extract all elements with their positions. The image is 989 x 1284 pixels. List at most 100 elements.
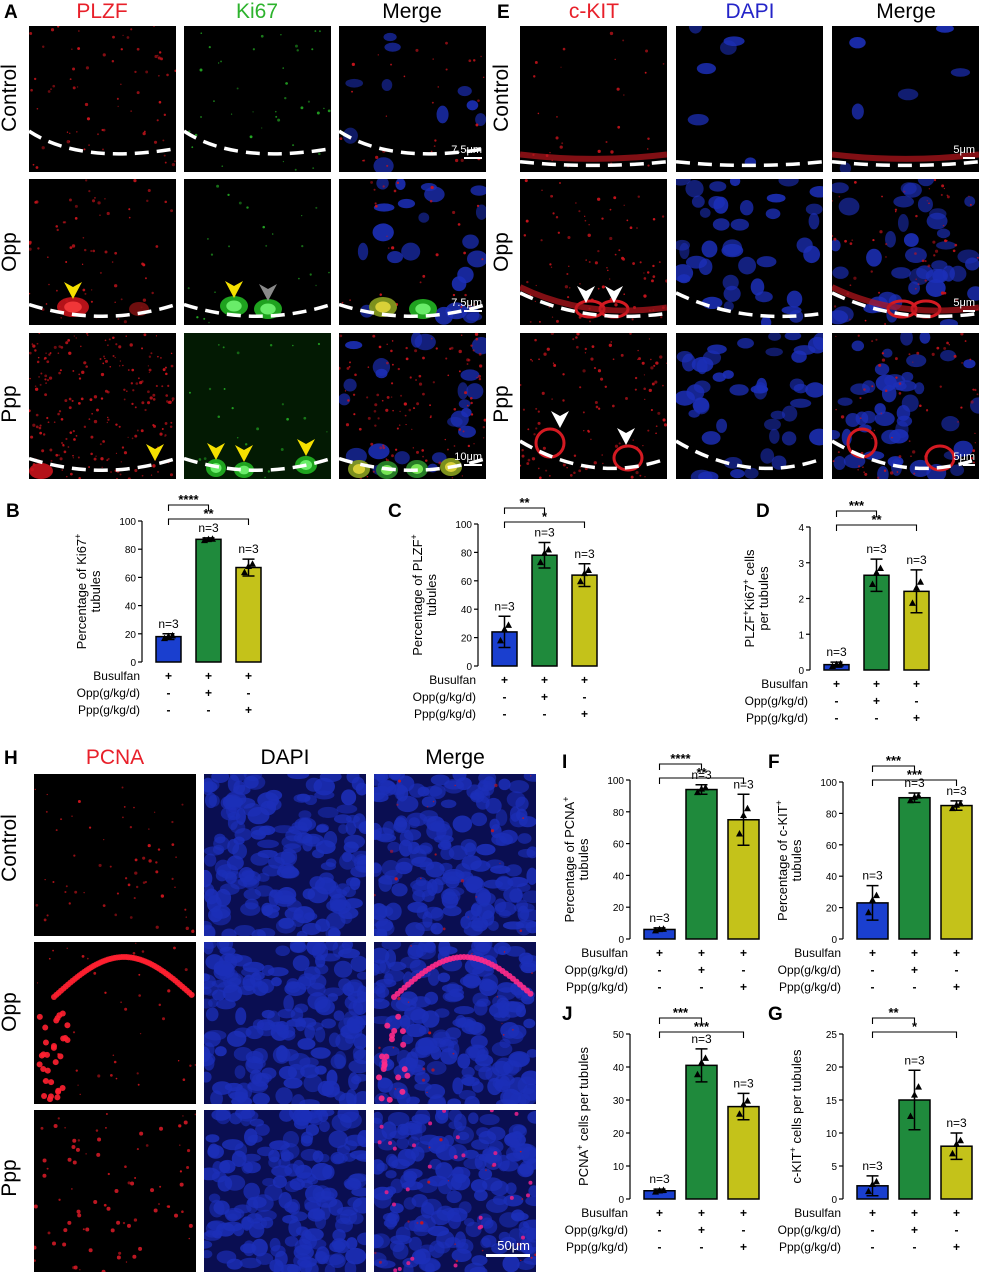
y-tick-label: 10: [613, 1162, 625, 1173]
micrograph-e-control-dapi: [676, 26, 823, 172]
error-bar-i-2: [737, 793, 750, 846]
treatment-sign-d-0-1: +: [873, 677, 880, 691]
treatment-sign-j-1-0: -: [658, 1223, 662, 1237]
data-point: [873, 1177, 880, 1185]
data-point: [837, 660, 844, 667]
n-label-d-1: n=3: [866, 542, 887, 556]
sig-bracket-c-1: [503, 521, 586, 528]
micrograph-h-opp-merge: [374, 942, 536, 1104]
sig-bracket-b-1: [167, 518, 250, 525]
data-point: [585, 566, 592, 574]
n-label-i-2: n=3: [733, 777, 754, 791]
treatment-sign-c-1-1: +: [541, 690, 548, 704]
data-point: [953, 1140, 960, 1147]
data-point: [915, 1083, 922, 1090]
y-tick-label: 20: [613, 1129, 625, 1140]
y-tick-label: 0: [466, 662, 472, 673]
treatment-sign-c-2-2: +: [581, 707, 588, 721]
micrograph-h-control-merge: [374, 774, 536, 936]
treatment-sign-b-0-2: +: [245, 669, 252, 683]
y-label-i: Percentage of PCNA+: [561, 797, 577, 923]
n-label-c-2: n=3: [574, 547, 595, 561]
y-label-j: PCNA+ cells per tubules: [575, 1047, 591, 1186]
data-point: [501, 625, 508, 633]
scalebar-h: 50μm: [480, 1238, 530, 1257]
data-point: [505, 621, 512, 628]
data-point: [660, 925, 667, 932]
micrograph-e-control-ckit: [520, 26, 667, 172]
sig-label-c-1: *: [542, 509, 548, 524]
y-tick-label: 80: [461, 548, 473, 559]
micrograph-a-opp-ki67: [184, 179, 331, 325]
micrograph-a-ppp-plzf: [29, 333, 176, 479]
sig-label-b-1: **: [203, 506, 214, 521]
treatment-row-j-1: Opp(g/kg/d): [565, 1223, 628, 1237]
y-tick-label: 20: [826, 904, 838, 915]
treatment-sign-i-0-0: +: [656, 946, 663, 960]
data-point: [245, 562, 252, 570]
panel-label-c: C: [388, 501, 402, 522]
treatment-row-c-0: Busulfan: [429, 673, 476, 687]
micrograph-h-ppp-merge: 50μm: [374, 1110, 536, 1272]
data-point: [949, 804, 956, 812]
error-bar-d-2: [910, 569, 923, 614]
sig-label-g-1: *: [912, 1019, 918, 1034]
y-label-line2-d: per tubules: [756, 566, 771, 631]
micrograph-h-opp-dapi: [204, 942, 366, 1104]
treatment-sign-d-0-2: +: [913, 677, 920, 691]
n-label-f-0: n=3: [862, 869, 883, 883]
sig-label-i-1: **: [696, 765, 707, 780]
treatment-sign-g-2-1: -: [913, 1240, 917, 1254]
treatment-row-d-2: Ppp(g/kg/d): [746, 711, 808, 725]
data-point: [497, 636, 504, 644]
micrograph-a-control-merge: 7.5μm: [339, 26, 486, 172]
micrograph-e-opp-ckit: [520, 179, 667, 325]
y-tick-label: 100: [455, 520, 472, 531]
treatment-sign-j-0-0: +: [656, 1206, 663, 1220]
sig-bracket-d-0: [835, 510, 878, 517]
treatment-sign-j-2-1: -: [700, 1240, 704, 1254]
treatment-row-f-0: Busulfan: [794, 946, 841, 960]
data-point: [915, 792, 922, 799]
treatment-sign-b-1-2: -: [247, 686, 251, 700]
treatment-sign-j-0-2: +: [740, 1206, 747, 1220]
micrograph-a-opp-merge: 7.5μm: [339, 179, 486, 325]
y-label-b: Percentage of Ki67+: [73, 534, 89, 650]
panel-label-d: D: [756, 501, 770, 522]
y-tick-label: 20: [125, 630, 137, 641]
data-point: [869, 896, 876, 903]
sig-label-j-1: ***: [694, 1019, 710, 1034]
data-point: [577, 577, 584, 585]
data-point: [744, 804, 751, 812]
treatment-sign-j-2-2: +: [740, 1240, 747, 1254]
bar-f-1: [898, 796, 931, 940]
data-point: [694, 1070, 701, 1078]
y-tick-label: 10: [826, 1129, 838, 1140]
data-point: [909, 599, 916, 606]
y-tick-label: 0: [831, 1195, 837, 1206]
y-tick-label: 60: [125, 573, 137, 584]
header-merge-a: Merge: [382, 0, 442, 23]
n-label-d-0: n=3: [826, 645, 847, 659]
treatment-sign-j-0-1: +: [698, 1206, 705, 1220]
n-label-b-1: n=3: [198, 521, 219, 535]
treatment-sign-f-0-2: +: [953, 946, 960, 960]
y-tick-label: 0: [618, 935, 624, 946]
sig-label-c-0: **: [519, 495, 530, 510]
n-label-b-2: n=3: [238, 542, 259, 556]
y-label-d: PLZF+Ki67+ cells: [741, 549, 757, 647]
data-point: [865, 1187, 872, 1195]
micrograph-e-ppp-merge: 5μm: [832, 333, 979, 479]
header-plzf: PLZF: [76, 0, 128, 23]
sig-bracket-d-1: [835, 524, 918, 531]
treatment-sign-g-0-1: +: [911, 1206, 918, 1220]
micrograph-a-control-ki67: [184, 26, 331, 172]
n-label-c-1: n=3: [534, 525, 555, 539]
treatment-sign-j-1-2: -: [742, 1223, 746, 1237]
micrograph-h-opp-pcna: [34, 942, 196, 1104]
n-label-b-0: n=3: [158, 617, 179, 631]
micrograph-e-opp-merge: 5μm: [832, 179, 979, 325]
treatment-sign-j-1-1: +: [698, 1223, 705, 1237]
